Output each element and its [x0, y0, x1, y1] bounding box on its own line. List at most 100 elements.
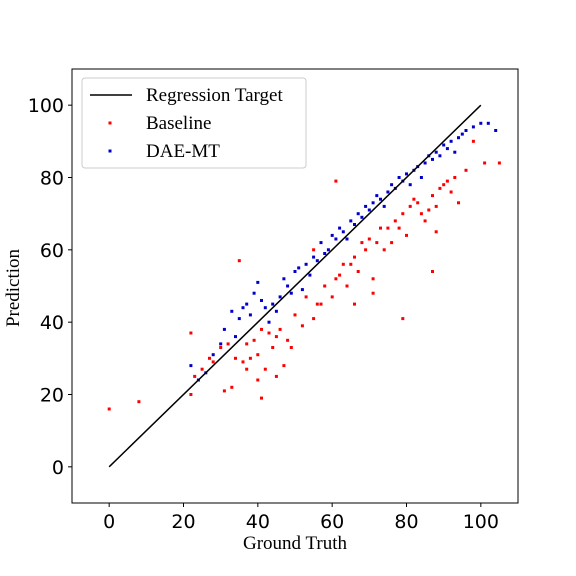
baseline-point [438, 186, 442, 190]
baseline-point [226, 342, 230, 346]
baseline-point [393, 219, 397, 223]
dae-mt-point [315, 259, 319, 263]
baseline-point [208, 356, 211, 360]
dae-mt-point [308, 273, 312, 277]
regression-target-line [108, 104, 482, 468]
dae-mt-point [464, 129, 468, 132]
x-tick-label: 100 [463, 511, 499, 533]
dae-mt-point [434, 150, 438, 154]
baseline-point [237, 259, 241, 263]
baseline-point [263, 367, 267, 371]
dae-mt-point [379, 197, 382, 201]
baseline-point [193, 374, 197, 378]
baseline-point [200, 367, 204, 371]
baseline-point [345, 284, 349, 288]
dae-mt-point [390, 183, 394, 187]
legend: Regression Target Baseline DAE-MT [81, 77, 307, 169]
dae-mt-point [326, 248, 330, 252]
baseline-point [401, 317, 405, 321]
y-tick-label: 0 [52, 457, 64, 479]
dae-mt-point [353, 223, 356, 226]
baseline-point [271, 346, 275, 349]
baseline-point [248, 356, 252, 360]
dae-mt-point [457, 136, 460, 140]
baseline-point [364, 248, 368, 252]
dae-mt-point [360, 215, 364, 219]
baseline-point [353, 255, 356, 259]
dae-mt-point [453, 150, 457, 154]
baseline-point [289, 346, 293, 349]
baseline-point [245, 367, 249, 371]
dae-mt-point [300, 288, 304, 292]
dae-mt-point [286, 284, 290, 288]
baseline-point [371, 277, 375, 281]
x-tick-label: 40 [246, 511, 270, 533]
baseline-point [397, 226, 401, 230]
dae-mt-point [222, 327, 226, 331]
baseline-point [293, 313, 297, 317]
y-axis-title: Prediction [3, 248, 24, 327]
baseline-point [189, 331, 193, 335]
dae-mt-point [189, 364, 193, 368]
baseline-point [330, 295, 334, 299]
baseline-point [434, 204, 438, 208]
x-axis-ticks: 0 20 40 60 80 100 [103, 503, 499, 533]
baseline-point [341, 262, 345, 266]
dae-mt-point [330, 233, 334, 237]
baseline-point [222, 389, 226, 393]
dae-mt-point [449, 139, 453, 143]
baseline-point [241, 360, 245, 364]
dae-mt-point [382, 204, 386, 208]
baseline-point [260, 396, 263, 400]
dae-mt-point [341, 230, 345, 234]
dae-mt-point [471, 125, 475, 129]
baseline-points [107, 139, 501, 411]
baseline-point [390, 241, 394, 245]
dae-mt-point [234, 335, 237, 339]
baseline-point [449, 190, 453, 194]
dae-mt-point [323, 252, 327, 255]
dae-mt-point [386, 190, 390, 194]
dae-mt-point [338, 226, 342, 230]
dae-mt-point [248, 313, 252, 317]
baseline-point [445, 179, 449, 183]
dae-mt-points [189, 121, 498, 382]
baseline-point [457, 201, 460, 205]
baseline-point [219, 346, 223, 349]
baseline-point [334, 277, 338, 281]
dae-mt-point [282, 277, 286, 281]
dae-mt-point [408, 183, 412, 187]
dae-mt-point [345, 237, 349, 241]
x-axis-title: Ground Truth [243, 533, 347, 554]
dae-mt-point [267, 320, 271, 324]
baseline-point [286, 338, 290, 342]
baseline-point [304, 295, 308, 299]
dae-mt-point [486, 121, 490, 125]
baseline-point [427, 208, 431, 212]
baseline-point [234, 356, 237, 360]
baseline-point [334, 179, 338, 183]
baseline-point [260, 327, 263, 331]
baseline-point [367, 237, 371, 241]
baseline-point [379, 226, 382, 230]
baseline-point [382, 248, 386, 252]
y-axis-ticks: 0 20 40 60 80 100 [28, 95, 72, 479]
dae-mt-point [479, 121, 483, 125]
dae-mt-point [405, 172, 408, 176]
baseline-point [497, 161, 501, 165]
dae-mt-point [297, 266, 301, 270]
x-tick-label: 80 [394, 511, 418, 533]
legend-label-baseline: Baseline [146, 113, 211, 134]
dae-mt-point [356, 212, 360, 216]
dae-mt-point [460, 132, 464, 136]
dae-mt-point [397, 176, 401, 179]
baseline-point [312, 248, 316, 252]
dae-mt-point [293, 270, 297, 273]
baseline-point [356, 270, 360, 273]
dae-mt-point [423, 161, 427, 165]
baseline-point [256, 353, 260, 357]
dae-mt-point [260, 299, 263, 302]
baseline-point [419, 212, 423, 216]
dae-mt-point [445, 147, 449, 151]
